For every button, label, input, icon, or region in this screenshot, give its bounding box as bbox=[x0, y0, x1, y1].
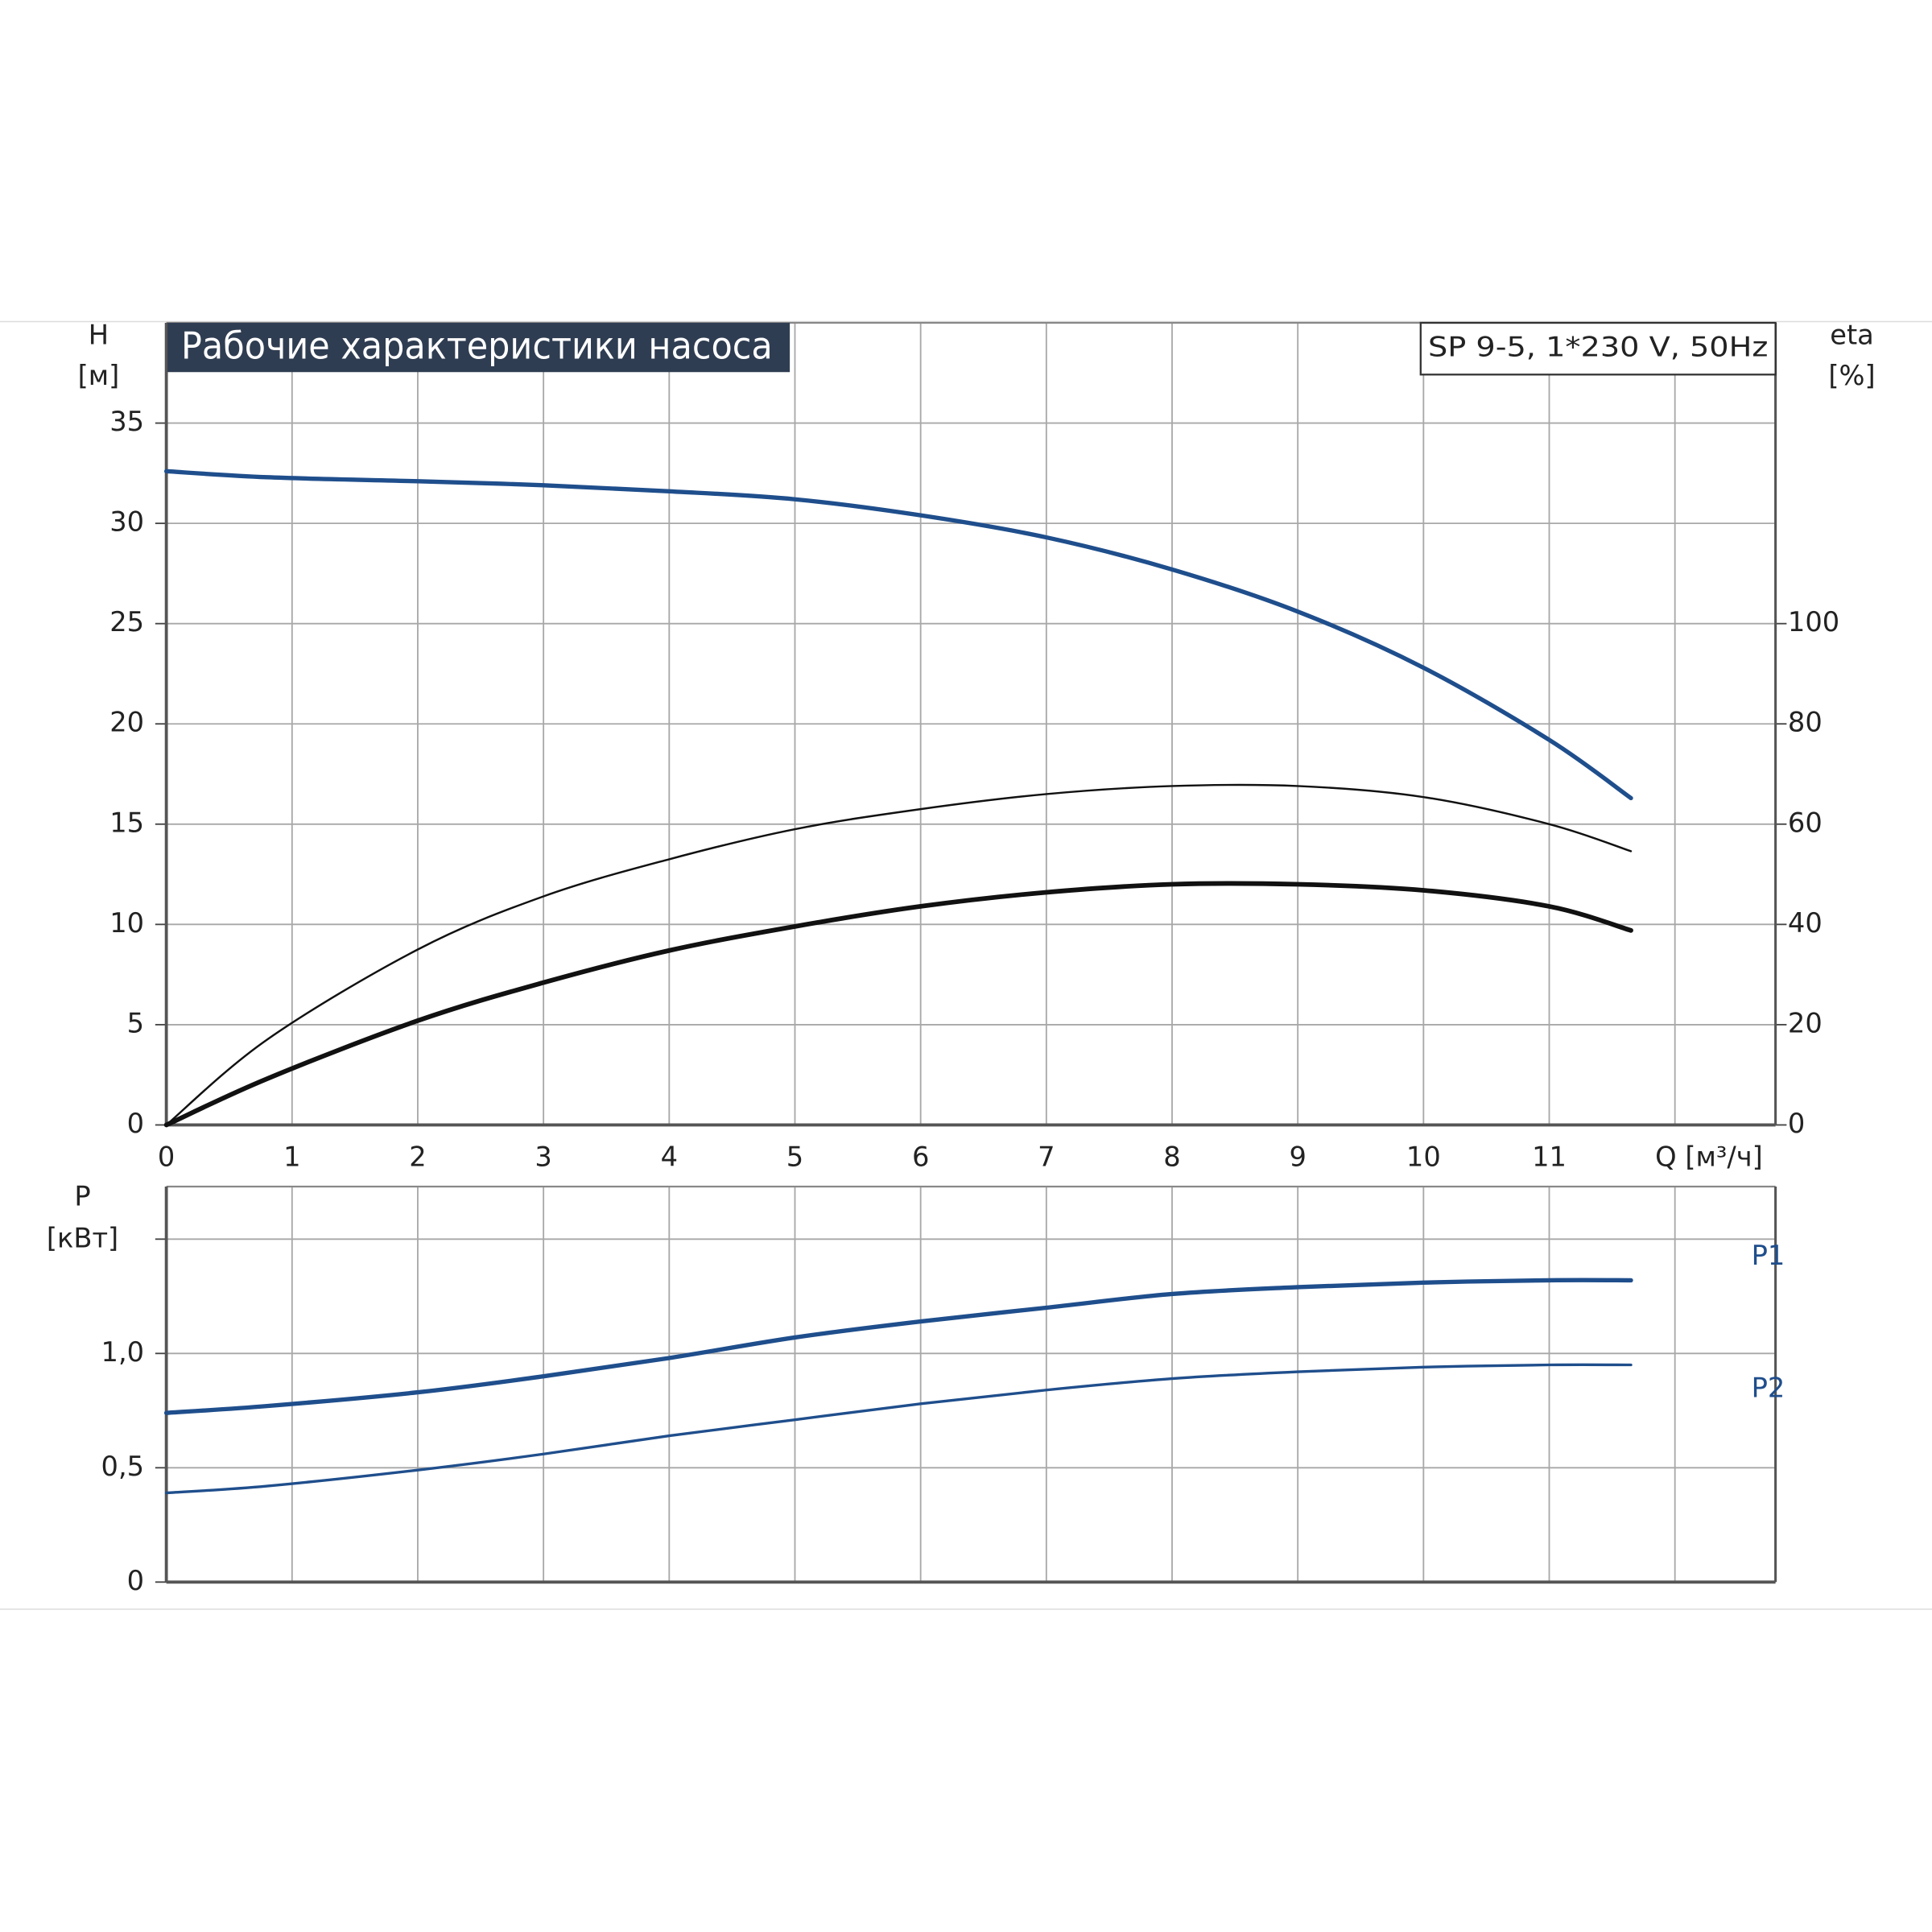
series-line bbox=[165, 783, 1633, 1126]
chart-subtitle: SP 9-5, 1*230 V, 50Hz bbox=[1428, 332, 1768, 363]
y-tick-label: 25 bbox=[109, 606, 144, 638]
y-tick-label: 0 bbox=[127, 1565, 144, 1596]
series-label: P2 bbox=[1752, 1373, 1785, 1404]
x-tick-label: 11 bbox=[1532, 1141, 1567, 1172]
y-tick-label: 15 bbox=[109, 807, 144, 838]
x-tick-label: 2 bbox=[409, 1141, 426, 1172]
y2-tick-label: 0 bbox=[1788, 1108, 1805, 1139]
x-tick-label: 4 bbox=[661, 1141, 678, 1172]
y2-tick-label: 80 bbox=[1788, 707, 1823, 738]
x-tick-label: 10 bbox=[1406, 1141, 1441, 1172]
y2-axis-label: eta bbox=[1830, 319, 1874, 350]
series-line bbox=[163, 881, 1633, 1128]
y-tick-label: 5 bbox=[127, 1007, 144, 1038]
y-tick-label: 30 bbox=[109, 506, 144, 538]
series-line bbox=[163, 1278, 1633, 1415]
y2-tick-label: 100 bbox=[1788, 606, 1839, 638]
y-axis-label: H bbox=[89, 319, 109, 350]
x-tick-label: 9 bbox=[1289, 1141, 1306, 1172]
y-tick-label: 1,0 bbox=[101, 1336, 145, 1368]
x-tick-label: 3 bbox=[535, 1141, 551, 1172]
y-axis-unit: [м] bbox=[78, 360, 120, 391]
y2-axis-unit: [%] bbox=[1828, 360, 1875, 391]
y-tick-label: 0 bbox=[127, 1108, 144, 1139]
subtitle-box bbox=[1419, 321, 1777, 376]
y-axis-label: P bbox=[74, 1180, 90, 1212]
chart-title: Рабочие характеристики насоса bbox=[181, 324, 773, 368]
y2-tick-label: 40 bbox=[1788, 907, 1823, 939]
y-tick-label: 35 bbox=[109, 406, 144, 437]
x-tick-label: 6 bbox=[912, 1141, 929, 1172]
x-tick-label: 5 bbox=[786, 1141, 803, 1172]
y2-tick-label: 60 bbox=[1788, 807, 1823, 838]
y2-tick-label: 20 bbox=[1788, 1007, 1823, 1038]
y-tick-label: 0,5 bbox=[101, 1451, 145, 1482]
series-label: P1 bbox=[1752, 1240, 1785, 1271]
x-tick-label: 7 bbox=[1038, 1141, 1055, 1172]
x-tick-label: 1 bbox=[283, 1141, 300, 1172]
title-box bbox=[167, 323, 791, 373]
x-tick-label: 8 bbox=[1163, 1141, 1180, 1172]
y-tick-label: 10 bbox=[109, 907, 144, 939]
y-tick-label: 20 bbox=[109, 707, 144, 738]
series-line bbox=[163, 469, 1633, 801]
series-line bbox=[164, 1363, 1633, 1495]
x-tick-label: Q [м³/ч] bbox=[1655, 1141, 1763, 1172]
x-tick-label: 0 bbox=[158, 1141, 175, 1172]
y-axis-unit: [кВт] bbox=[47, 1222, 118, 1253]
